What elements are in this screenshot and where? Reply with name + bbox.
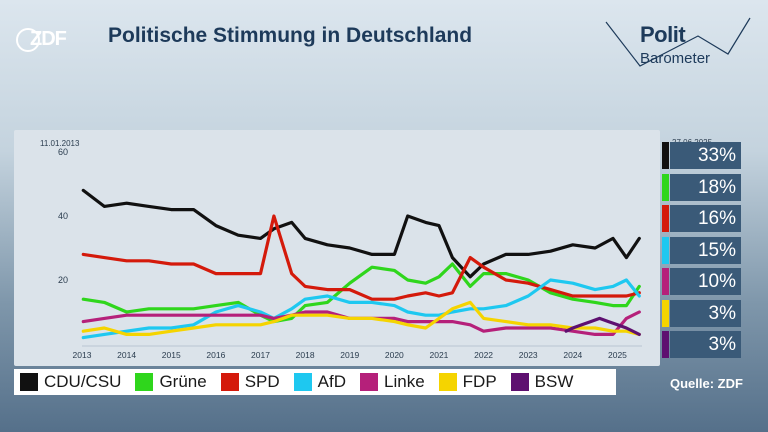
- page-title: Politische Stimmung in Deutschland: [108, 24, 473, 47]
- series-line-grne: [81, 262, 641, 324]
- result-value: 3%: [670, 299, 741, 327]
- politbarometer-logo: Polit Barometer: [600, 14, 760, 74]
- x-tick-label: 2019: [340, 350, 359, 360]
- y-tick-label: 40: [58, 211, 68, 221]
- legend-label: FDP: [462, 372, 497, 391]
- result-color-stripe: [662, 299, 669, 327]
- x-tick-label: 2014: [117, 350, 136, 360]
- chart-panel: 11.01.2013 20 40 60 2013 2014 2015 2016 2017 201…: [14, 130, 660, 366]
- result-color-stripe: [662, 205, 669, 232]
- legend-label: CDU/CSU: [44, 372, 122, 391]
- politbarometer-zigzag-icon: [605, 17, 751, 67]
- start-date-label: 11.01.2013: [40, 139, 80, 148]
- result-value: 16%: [670, 205, 741, 232]
- result-color-stripe: [662, 236, 669, 264]
- legend-item-grne: Grüne: [135, 372, 207, 392]
- zdf-logo-disc-icon: [16, 27, 40, 52]
- legend-swatch: [20, 373, 38, 391]
- x-tick-label: 2021: [430, 350, 449, 360]
- legend-item-fdp: FDP: [438, 372, 497, 392]
- x-tick-label: 2013: [73, 350, 92, 360]
- result-value: 18%: [670, 173, 741, 201]
- x-tick-label: 2022: [474, 350, 493, 360]
- legend-swatch: [135, 373, 154, 391]
- series-line-spd: [81, 214, 641, 301]
- series-line-cducsu: [81, 188, 641, 279]
- legend-label: SPD: [244, 372, 280, 391]
- result-value: 3%: [670, 331, 741, 358]
- legend-item-linke: Linke: [360, 372, 425, 392]
- result-grne: 18%: [662, 173, 742, 201]
- result-color-stripe: [662, 173, 669, 201]
- x-tick-label: 2015: [162, 350, 181, 360]
- legend-label: Grüne: [159, 372, 207, 391]
- brand-polit: Polit: [640, 22, 686, 47]
- result-color-stripe: [662, 331, 669, 358]
- legend-item-afd: AfD: [293, 372, 347, 392]
- legend-item-spd: SPD: [220, 372, 280, 392]
- x-tick-label: 2024: [563, 350, 582, 360]
- result-bsw: 3%: [662, 331, 742, 358]
- x-tick-label: 2017: [251, 350, 270, 360]
- result-fdp: 3%: [662, 299, 742, 327]
- legend-swatch: [360, 373, 379, 391]
- x-tick-label: 2016: [206, 350, 225, 360]
- result-afd: 15%: [662, 236, 742, 264]
- brand-barometer: Barometer: [640, 50, 711, 67]
- legend-swatch: [220, 373, 239, 391]
- zdf-logo: ZDF: [16, 24, 67, 54]
- y-tick-label: 60: [58, 147, 68, 157]
- result-linke: 10%: [662, 268, 742, 295]
- legend-label: AfD: [317, 372, 347, 391]
- x-tick-label: 2020: [385, 350, 404, 360]
- zdf-logo-text: ZDF: [30, 28, 67, 50]
- legend-swatch: [438, 373, 457, 391]
- series-line-afd: [81, 278, 641, 340]
- x-tick-label: 2025: [608, 350, 627, 360]
- legend-swatch: [510, 373, 529, 391]
- result-value: 15%: [670, 236, 741, 264]
- series-line-fdp: [81, 300, 641, 336]
- x-tick-label: 2023: [519, 350, 538, 360]
- result-spd: 16%: [662, 205, 742, 232]
- series-line-bsw: [564, 316, 641, 336]
- result-color-stripe: [662, 268, 669, 295]
- legend-label: Linke: [384, 372, 425, 391]
- result-value: 33%: [670, 142, 741, 169]
- result-cducsu: 33%: [662, 142, 742, 169]
- y-tick-label: 20: [58, 275, 68, 285]
- line-chart: 11.01.2013 20 40 60 2013 2014 2015 2016 2017 201…: [40, 139, 642, 360]
- legend-item-bsw: BSW: [510, 372, 574, 392]
- x-tick-label: 2018: [296, 350, 315, 360]
- result-color-stripe: [662, 142, 669, 169]
- legend-item-cducsu: CDU/CSU: [20, 372, 121, 392]
- legend-label: BSW: [534, 372, 574, 391]
- legend-swatch: [293, 373, 312, 391]
- result-value: 10%: [670, 268, 741, 295]
- legend: CDU/CSU Grüne SPD AfD Linke FDP BSW: [14, 369, 616, 395]
- source-label: Quelle: ZDF: [670, 376, 743, 391]
